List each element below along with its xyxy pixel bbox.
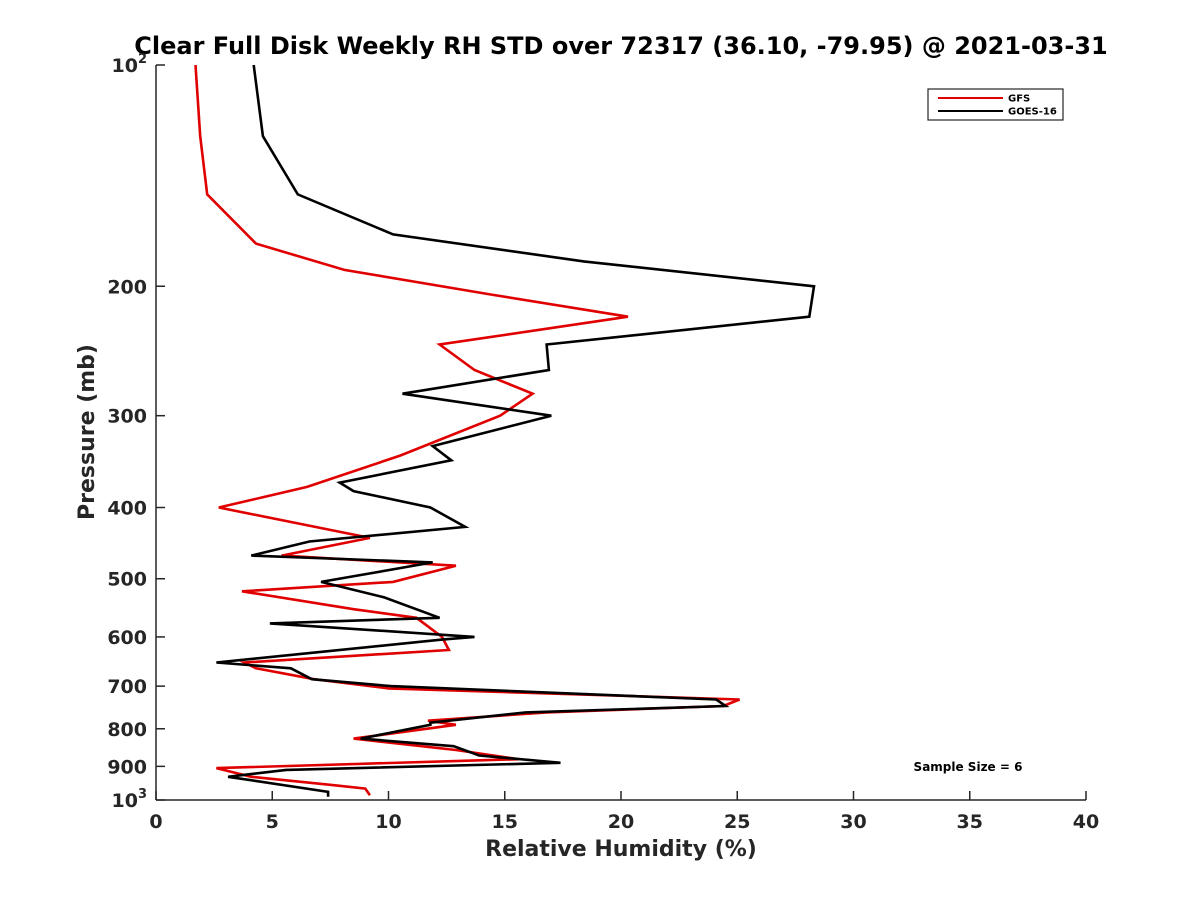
x-tick-label: 10 <box>375 811 401 833</box>
y-tick-label: 900 <box>107 756 147 778</box>
y-tick-label: 500 <box>107 569 147 591</box>
x-tick-label: 20 <box>608 811 634 833</box>
y-axis-label: Pressure (mb) <box>75 344 100 520</box>
legend: GFS GOES-16 <box>927 88 1064 121</box>
x-tick-label: 35 <box>957 811 983 833</box>
x-ticks: 0 5 10 15 20 25 30 35 40 <box>149 791 1099 833</box>
series-line-goes16 <box>216 64 816 797</box>
x-tick-label: 5 <box>266 811 279 833</box>
y-tick-label: 103 <box>112 787 148 812</box>
legend-label-goes16: GOES-16 <box>1008 107 1057 118</box>
plot-area <box>156 65 1086 800</box>
legend-label-gfs: GFS <box>1008 94 1030 105</box>
x-tick-label: 0 <box>149 811 162 833</box>
x-tick-label: 15 <box>492 811 518 833</box>
legend-box <box>927 88 1064 121</box>
x-tick-label: 40 <box>1073 811 1099 833</box>
x-tick-label: 25 <box>724 811 750 833</box>
chart-title: Clear Full Disk Weekly RH STD over 72317… <box>134 32 1107 60</box>
series-line-gfs <box>194 64 741 796</box>
y-tick-label: 600 <box>107 627 147 649</box>
sample-size-annotation: Sample Size = 6 <box>914 760 1023 774</box>
y-tick-label: 800 <box>107 719 147 741</box>
y-ticks: 102 200 300 400 500 600 700 800 900 103 <box>107 52 165 812</box>
y-tick-label: 102 <box>112 52 148 77</box>
y-tick-label: 200 <box>107 276 147 298</box>
x-tick-label: 30 <box>840 811 866 833</box>
series-layer <box>194 64 816 797</box>
x-axis-label: Relative Humidity (%) <box>485 837 757 862</box>
y-tick-label: 700 <box>107 676 147 698</box>
y-tick-label: 400 <box>107 498 147 520</box>
y-tick-label: 300 <box>107 406 147 428</box>
